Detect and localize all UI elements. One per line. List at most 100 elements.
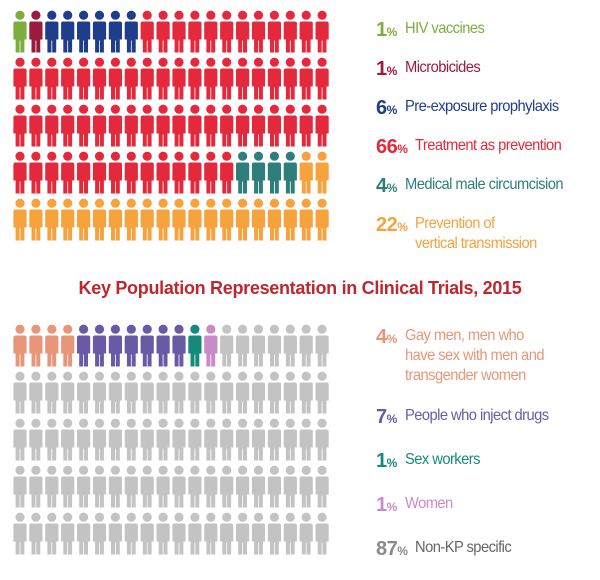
legend-percent: 4% — [376, 175, 397, 199]
legend-percent: 7% — [376, 406, 397, 430]
person-icon — [77, 512, 91, 555]
person-icon — [13, 151, 27, 194]
person-icon — [108, 10, 122, 53]
person-icon — [204, 371, 218, 414]
person-icon — [220, 104, 234, 147]
person-icon — [172, 324, 186, 367]
person-icon — [61, 324, 75, 367]
person-icon — [267, 418, 281, 461]
legend-percent-symbol: % — [386, 332, 398, 346]
person-icon — [108, 57, 122, 100]
person-icon — [140, 10, 154, 53]
person-icon — [267, 198, 281, 241]
legend-percent-symbol: % — [397, 220, 408, 234]
person-icon — [267, 512, 281, 555]
person-icon — [61, 418, 75, 461]
person-icon — [267, 324, 281, 367]
person-icon — [29, 151, 43, 194]
person-icon — [251, 371, 266, 414]
person-icon — [220, 512, 234, 555]
person-icon — [283, 57, 297, 100]
person-icon — [13, 465, 27, 508]
person-icon — [45, 324, 59, 367]
legend-item: 22% Prevention of vertical transmission — [376, 214, 548, 254]
person-icon — [13, 104, 27, 147]
person-icon — [92, 324, 107, 367]
legend-percent: 4% — [376, 326, 397, 350]
legend-label-line: People who inject drugs — [404, 407, 549, 424]
person-icon — [124, 465, 138, 508]
legend-percent-value: 4 — [376, 175, 387, 197]
person-icon — [299, 57, 313, 100]
person-icon — [220, 151, 234, 194]
person-icon — [140, 465, 154, 508]
legend-percent: 1% — [376, 19, 397, 43]
person-icon — [204, 198, 218, 241]
person-icon — [61, 465, 75, 508]
legend-percent-value: 1 — [376, 19, 387, 41]
person-icon — [140, 371, 154, 414]
person-icon — [13, 10, 27, 53]
person-icon — [124, 198, 138, 241]
person-icon — [45, 465, 59, 508]
person-icon — [45, 198, 59, 241]
person-icon — [124, 57, 138, 100]
person-icon — [251, 10, 266, 53]
person-icon — [140, 57, 154, 100]
person-icon — [140, 418, 154, 461]
person-icon — [188, 198, 202, 241]
person-icon — [61, 10, 75, 53]
person-icon — [315, 465, 329, 508]
legend-label: Non-KP specific — [415, 538, 512, 558]
person-icon — [77, 104, 91, 147]
person-icon — [29, 418, 43, 461]
legend-label-line: HIV vaccines — [404, 20, 485, 37]
person-icon — [188, 418, 202, 461]
person-icon — [13, 324, 27, 367]
legend-percent-value: 4 — [376, 326, 387, 348]
person-icon — [108, 465, 122, 508]
legend-label: Microbicides — [405, 58, 481, 78]
person-icon — [236, 57, 250, 100]
legend-label-line: Treatment as prevention — [415, 137, 562, 154]
legend-label: Medical male circumcision — [405, 175, 564, 195]
person-icon — [267, 151, 281, 194]
person-icon — [315, 198, 329, 241]
person-icon — [236, 104, 250, 147]
legend-percent-symbol: % — [397, 544, 408, 558]
person-icon — [13, 512, 27, 555]
person-icon — [92, 151, 107, 194]
person-icon — [13, 57, 27, 100]
legend-item: 1% Women — [376, 494, 457, 518]
person-icon — [140, 151, 154, 194]
person-icon — [172, 512, 186, 555]
legend-label: Prevention of vertical transmission — [415, 214, 537, 254]
person-icon — [188, 465, 202, 508]
person-icon — [108, 198, 122, 241]
legend-label-line: Women — [404, 495, 453, 512]
person-icon — [188, 151, 202, 194]
person-icon — [315, 57, 329, 100]
person-icon — [124, 371, 138, 414]
legend-item: 66% Treatment as prevention — [376, 136, 574, 160]
person-icon — [45, 512, 59, 555]
person-icon — [283, 418, 297, 461]
legend-label-line: Non-KP specific — [415, 539, 512, 556]
person-icon — [188, 57, 202, 100]
person-icon — [140, 104, 154, 147]
person-icon — [236, 371, 250, 414]
person-icon — [108, 324, 122, 367]
person-icon — [13, 371, 27, 414]
person-icon — [204, 57, 218, 100]
person-icon — [140, 324, 154, 367]
person-icon — [315, 324, 329, 367]
person-icon — [61, 198, 75, 241]
person-icon — [172, 418, 186, 461]
legend-percent-symbol: % — [386, 456, 398, 470]
person-icon — [29, 104, 43, 147]
person-icon — [29, 324, 43, 367]
person-icon — [251, 512, 266, 555]
person-icon — [204, 465, 218, 508]
person-icon — [77, 418, 91, 461]
person-icon — [188, 512, 202, 555]
